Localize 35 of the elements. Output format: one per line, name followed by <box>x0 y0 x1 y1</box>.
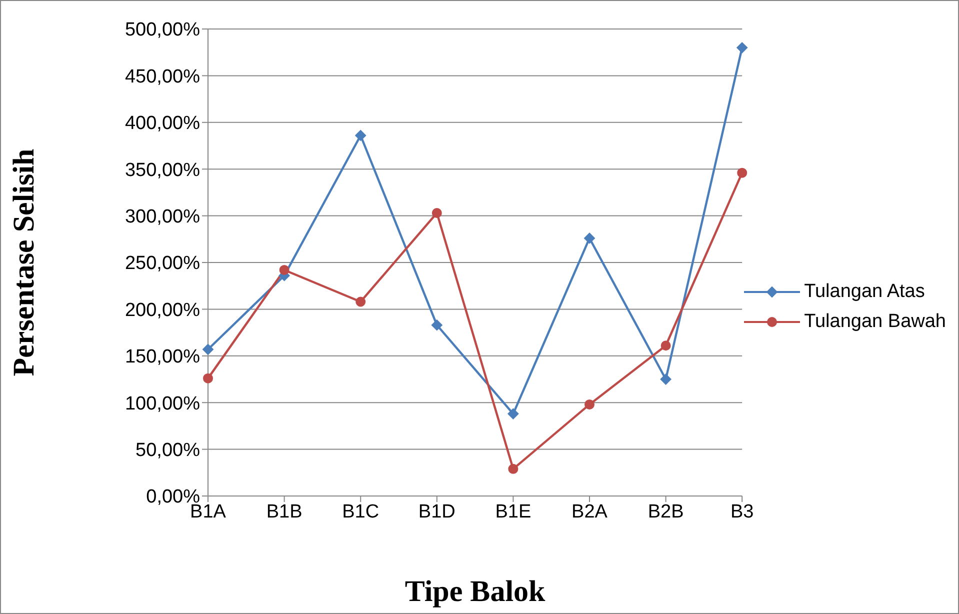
x-tick-label: B2A <box>572 501 608 522</box>
y-tick-label: 400,00% <box>124 113 200 134</box>
y-tick-label: 450,00% <box>124 66 200 88</box>
point <box>736 42 748 54</box>
point <box>508 408 519 420</box>
y-tick-label: 150,00% <box>124 346 200 368</box>
point <box>660 374 672 385</box>
y-tick-label: 500,00% <box>124 20 200 41</box>
y-tick-label: 50,00% <box>136 440 200 462</box>
y-tick-label: 300,00% <box>124 206 200 228</box>
x-tick-label: B2B <box>648 501 684 522</box>
point <box>355 130 366 141</box>
x-tick-label: B1C <box>342 501 380 522</box>
y-axis-title: Persentase Selisih <box>8 148 41 376</box>
point <box>203 373 213 384</box>
x-tick-label: B1D <box>418 501 456 522</box>
y-tick-label: 200,00% <box>124 300 200 321</box>
point <box>660 340 671 351</box>
point <box>279 264 290 275</box>
point <box>508 464 518 474</box>
legend-label: Tulangan Atas <box>804 281 925 303</box>
y-tick-label: 250,00% <box>124 253 200 274</box>
point <box>584 232 595 244</box>
x-tick-label: B3 <box>730 501 754 522</box>
x-tick-label: B1B <box>266 501 302 522</box>
point <box>431 320 442 331</box>
point <box>432 208 442 218</box>
y-tick-label: 350,00% <box>124 160 200 181</box>
point <box>356 296 366 307</box>
point <box>737 168 748 178</box>
x-axis-title: Tipe Balok <box>404 575 546 608</box>
x-tick-label: B1E <box>495 501 532 522</box>
point <box>584 399 594 410</box>
legend-label: Tulangan Bawah <box>804 311 946 333</box>
y-tick-label: 100,00% <box>124 393 200 414</box>
